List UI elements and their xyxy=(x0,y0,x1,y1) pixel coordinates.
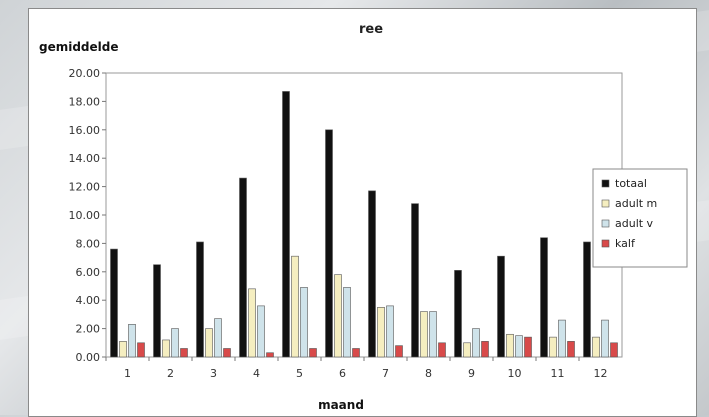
legend-label: adult m xyxy=(615,197,657,210)
bar-adult-m xyxy=(549,336,557,358)
legend-label: kalf xyxy=(615,237,636,250)
legend-swatch xyxy=(601,219,610,228)
x-tick-label: 7 xyxy=(382,367,389,380)
x-tick-label: 6 xyxy=(339,367,346,380)
bar-adult-v xyxy=(558,319,566,358)
y-tick-label: 16.00 xyxy=(69,124,101,137)
y-tick-label: 8.00 xyxy=(76,237,101,250)
x-tick-label: 5 xyxy=(296,367,303,380)
bar-adult-v xyxy=(515,335,523,358)
y-tick-label: 14.00 xyxy=(69,152,101,165)
bar-kalf xyxy=(524,336,532,358)
bar-adult-m xyxy=(291,255,299,358)
bar-kalf xyxy=(567,341,575,358)
bar-adult-m xyxy=(334,274,342,358)
bar-adult-v xyxy=(128,324,136,358)
bar-totaal xyxy=(368,190,376,358)
bar-adult-v xyxy=(171,328,179,358)
bar-adult-m xyxy=(205,328,213,358)
legend: totaal adult m adult v kalf xyxy=(592,168,688,268)
bar-kalf xyxy=(309,348,317,358)
bar-totaal xyxy=(153,264,161,358)
bar-adult-m xyxy=(248,288,256,358)
bar-adult-v xyxy=(257,305,265,358)
bar-totaal xyxy=(583,241,591,358)
bar-kalf xyxy=(610,342,618,358)
bar-totaal xyxy=(282,91,290,358)
x-tick-label: 10 xyxy=(508,367,522,380)
bar-kalf xyxy=(352,348,360,358)
bar-kalf xyxy=(180,348,188,358)
chart-card: ree gemiddelde maand 0.00 2.00 4.00 6.00 8.0… xyxy=(28,8,697,417)
bar-adult-m xyxy=(592,336,600,358)
bar-adult-m xyxy=(506,333,514,358)
bar-adult-v xyxy=(343,287,351,358)
legend-label: totaal xyxy=(615,177,647,190)
bar-adult-v xyxy=(601,319,609,358)
x-tick-label: 11 xyxy=(551,367,565,380)
y-tick-label: 4.00 xyxy=(76,294,101,307)
bar-adult-v xyxy=(429,311,437,358)
x-tick-label: 8 xyxy=(425,367,432,380)
bar-kalf xyxy=(481,341,489,358)
legend-label: adult v xyxy=(615,217,654,230)
y-tick-label: 0.00 xyxy=(76,351,101,364)
y-axis-label: gemiddelde xyxy=(39,40,119,54)
bars xyxy=(110,91,618,358)
bar-kalf xyxy=(266,352,274,358)
y-tick-label: 20.00 xyxy=(69,67,101,80)
x-tick-label: 1 xyxy=(124,367,131,380)
x-axis-label: maand xyxy=(318,398,364,412)
bar-adult-v xyxy=(300,287,308,358)
x-tick-label: 12 xyxy=(594,367,608,380)
bar-adult-v xyxy=(472,328,480,358)
bar-totaal xyxy=(497,255,505,358)
x-axis: 1 2 3 4 5 6 7 8 9 10 11 12 xyxy=(105,357,608,380)
x-tick-label: 4 xyxy=(253,367,260,380)
x-tick-label: 2 xyxy=(167,367,174,380)
bar-kalf xyxy=(223,348,231,358)
bar-adult-m xyxy=(420,311,428,358)
bar-totaal xyxy=(110,248,118,358)
bar-kalf xyxy=(137,342,145,358)
y-tick-label: 2.00 xyxy=(76,323,101,336)
bar-adult-v xyxy=(214,318,222,358)
bar-adult-m xyxy=(162,339,170,358)
y-tick-label: 12.00 xyxy=(69,181,101,194)
x-tick-label: 3 xyxy=(210,367,217,380)
y-tick-label: 6.00 xyxy=(76,266,101,279)
legend-swatch xyxy=(601,239,610,248)
bar-adult-m xyxy=(463,342,471,358)
chart-svg: ree gemiddelde maand 0.00 2.00 4.00 6.00 8.0… xyxy=(39,22,688,412)
legend-swatch xyxy=(601,199,610,208)
bar-totaal xyxy=(325,129,333,358)
chart-title: ree xyxy=(359,22,383,37)
x-tick-label: 9 xyxy=(468,367,475,380)
bar-kalf xyxy=(438,342,446,358)
bar-adult-m xyxy=(377,306,385,358)
y-tick-label: 18.00 xyxy=(69,95,101,108)
bar-adult-m xyxy=(119,341,127,358)
y-tick-label: 10.00 xyxy=(69,209,101,222)
bar-totaal xyxy=(196,241,204,358)
bar-totaal xyxy=(411,203,419,358)
bar-totaal xyxy=(239,177,247,358)
bar-totaal xyxy=(540,237,548,358)
bar-kalf xyxy=(395,345,403,358)
legend-swatch xyxy=(601,179,610,188)
y-axis: 0.00 2.00 4.00 6.00 8.00 10.00 12.00 14.00 16.00… xyxy=(69,67,106,364)
bar-totaal xyxy=(454,270,462,358)
bar-adult-v xyxy=(386,305,394,358)
